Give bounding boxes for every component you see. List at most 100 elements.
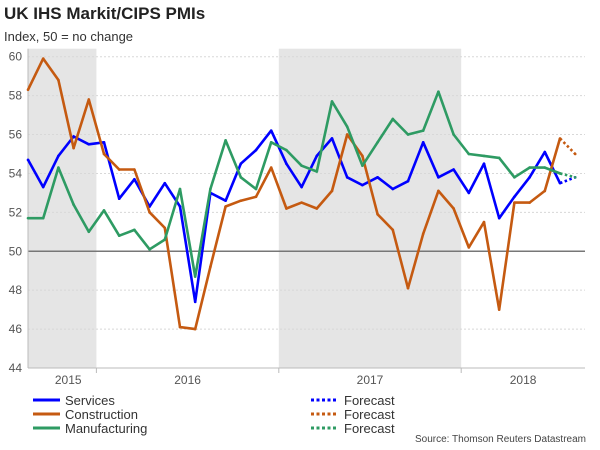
- legend-label-forecast-services: Forecast: [344, 393, 395, 408]
- data-point-services: [421, 141, 425, 144]
- data-point-manufacturing: [148, 248, 151, 251]
- x-tick-label-2016: 2016: [174, 373, 201, 387]
- data-point-services: [437, 176, 440, 179]
- data-point-construction: [391, 228, 395, 232]
- data-point-services: [41, 185, 45, 189]
- data-point-manufacturing: [497, 156, 501, 160]
- series-line-manufacturing: [28, 90, 561, 278]
- data-point-manufacturing: [437, 90, 440, 94]
- data-point-manufacturing: [57, 166, 60, 169]
- data-point-services: [482, 162, 486, 166]
- data-point-construction: [163, 226, 167, 230]
- data-point-construction: [482, 220, 486, 224]
- legend-label-forecast-manufacturing: Forecast: [344, 421, 395, 436]
- data-point-construction: [528, 201, 531, 204]
- data-point-construction: [193, 327, 197, 331]
- data-point-services: [406, 179, 410, 183]
- data-point-construction: [467, 246, 471, 249]
- data-point-construction: [300, 201, 303, 204]
- forecast-point-manufacturing: [573, 176, 577, 179]
- x-tick-label-2018: 2018: [510, 373, 537, 387]
- y-tick-label: 56: [9, 128, 23, 142]
- data-point-manufacturing: [482, 154, 486, 158]
- y-tick-label: 58: [9, 89, 23, 103]
- data-point-services: [513, 195, 516, 199]
- data-point-manufacturing: [330, 100, 334, 103]
- y-tick-label: 52: [9, 205, 23, 219]
- data-point-manufacturing: [467, 152, 471, 156]
- data-point-services: [361, 183, 364, 187]
- legend-label-manufacturing: Manufacturing: [65, 421, 147, 436]
- forecast-line-services: [559, 176, 576, 185]
- data-point-services: [467, 191, 471, 195]
- data-point-services: [133, 177, 136, 181]
- y-tick-label: 54: [9, 166, 23, 180]
- legend-label-services: Services: [65, 393, 115, 408]
- data-point-services: [330, 137, 334, 140]
- data-point-manufacturing: [102, 209, 106, 212]
- chart-title: UK IHS Markit/CIPS PMIs: [4, 4, 206, 23]
- data-point-services: [391, 187, 395, 191]
- data-point-services: [452, 168, 455, 171]
- data-point-construction: [102, 152, 106, 156]
- data-point-construction: [269, 166, 273, 169]
- data-point-manufacturing: [87, 230, 91, 234]
- legend-label-construction: Construction: [65, 407, 138, 422]
- data-point-manufacturing: [269, 141, 273, 144]
- data-point-services: [376, 176, 379, 179]
- data-point-services: [193, 300, 197, 304]
- data-point-construction: [239, 199, 243, 202]
- data-point-manufacturing: [178, 187, 182, 191]
- data-point-services: [285, 162, 288, 166]
- data-point-manufacturing: [452, 133, 455, 136]
- data-point-construction: [421, 232, 425, 236]
- forecast-line-manufacturing: [559, 172, 576, 179]
- data-point-services: [72, 135, 75, 138]
- data-point-services: [57, 154, 60, 158]
- data-point-construction: [57, 78, 60, 82]
- data-point-manufacturing: [163, 238, 167, 241]
- data-point-construction: [178, 325, 182, 329]
- data-point-construction: [330, 189, 334, 193]
- y-tick-label: 50: [9, 244, 23, 258]
- data-point-construction: [26, 88, 30, 92]
- data-point-manufacturing: [391, 117, 395, 121]
- data-point-manufacturing: [26, 216, 30, 220]
- data-point-construction: [117, 168, 121, 171]
- legend-label-forecast-construction: Forecast: [344, 407, 395, 422]
- y-tick-label: 44: [9, 361, 23, 375]
- y-tick-label: 60: [9, 50, 23, 64]
- data-point-services: [117, 197, 121, 201]
- forecast-point-construction: [573, 152, 577, 156]
- data-point-services: [87, 142, 91, 146]
- y-tick-label: 48: [9, 283, 23, 297]
- data-point-manufacturing: [376, 141, 379, 144]
- data-point-manufacturing: [239, 176, 243, 179]
- data-point-services: [269, 129, 273, 132]
- data-point-construction: [224, 205, 227, 208]
- data-point-construction: [148, 211, 151, 214]
- data-point-manufacturing: [300, 164, 303, 167]
- x-tick-label-2017: 2017: [357, 373, 384, 387]
- data-point-services: [300, 185, 303, 189]
- data-point-manufacturing: [41, 216, 45, 220]
- data-point-construction: [437, 189, 440, 193]
- data-point-construction: [41, 57, 45, 60]
- data-point-services: [178, 205, 182, 208]
- forecast-line-construction: [559, 137, 577, 155]
- data-point-construction: [87, 98, 91, 101]
- data-point-services: [528, 176, 531, 179]
- data-point-manufacturing: [421, 129, 425, 132]
- source-note: Source: Thomson Reuters Datastream: [414, 434, 586, 445]
- data-point-manufacturing: [345, 125, 349, 129]
- data-point-services: [345, 176, 349, 179]
- data-point-manufacturing: [543, 166, 547, 169]
- data-point-manufacturing: [193, 275, 197, 278]
- data-point-manufacturing: [315, 170, 319, 173]
- data-point-manufacturing: [285, 148, 288, 152]
- y-tick-label: 46: [9, 322, 23, 336]
- shaded-year-2017: [278, 48, 462, 368]
- data-point-manufacturing: [406, 133, 410, 136]
- series-line-services: [26, 129, 562, 304]
